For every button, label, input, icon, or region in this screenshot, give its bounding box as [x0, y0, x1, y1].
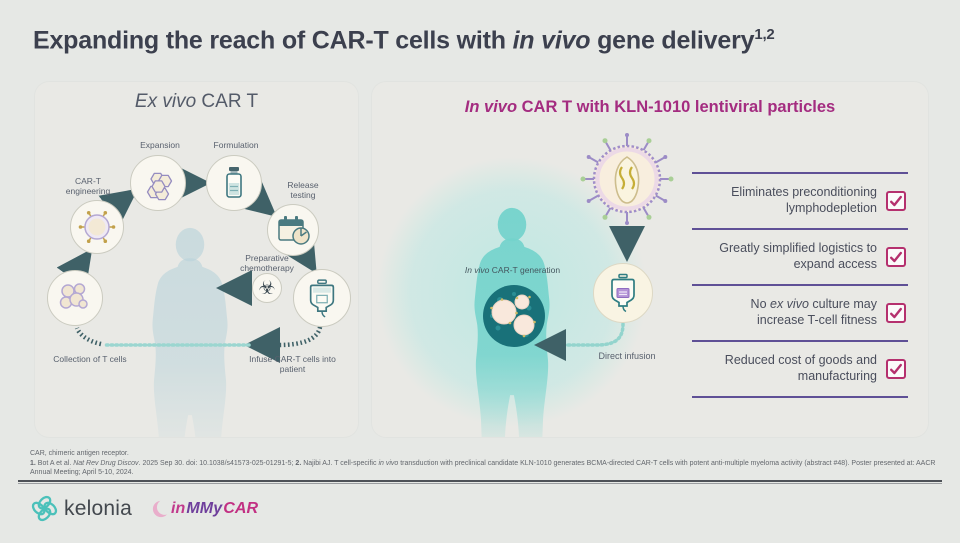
formulation-node: [206, 155, 262, 211]
label-expansion: Expansion: [140, 140, 180, 150]
expansion-node: [130, 155, 186, 211]
in-vivo-title: In vivo CAR T with KLN-1010 lentiviral p…: [464, 98, 836, 116]
references: 1. Bot A et al. Nat Rev Drug Discov. 202…: [30, 459, 936, 477]
expanding-cells-icon: [146, 172, 173, 201]
kelonia-logo-text: kelonia: [64, 496, 132, 520]
inmmycar-logo: in MMy CAR: [152, 496, 258, 522]
label-preparative-chemotherapy: Preparative chemotherapy: [240, 253, 294, 274]
t-cells-cluster-icon: [59, 283, 88, 309]
checklist-item-text: Greatly simplified logistics to expand a…: [719, 241, 877, 271]
flow-arrows: [56, 165, 323, 363]
label-infuse-car-t-cells: Infuse CAR-T cells into patient: [249, 354, 336, 375]
checked-checkbox-icon: [886, 247, 906, 267]
footnote: CAR, chimeric antigen receptor. 1. Bot A…: [30, 449, 942, 478]
release-testing-node: [267, 204, 319, 256]
lentiviral-particle-icon: [580, 133, 674, 225]
label-collection-of-t-cells: Collection of T cells: [53, 354, 127, 364]
checklist-item-text: Eliminates preconditioning lymphodepleti…: [731, 185, 877, 215]
label-release-testing: Release testing: [287, 180, 319, 201]
ex-vivo-title: Ex vivo CAR T: [134, 91, 259, 112]
car-t-generation-site-icon: [483, 285, 545, 347]
label-in-vivo-generation: In vivo CAR-T generation: [464, 265, 561, 275]
engineered-cell-icon: [78, 211, 116, 243]
crescent-icon: [152, 499, 170, 517]
iv-bag-icon: [611, 273, 635, 313]
car-t-engineering-node: [70, 200, 124, 254]
label-car-t-engineering: CAR-T engineering: [65, 176, 111, 197]
footer-divider: [18, 480, 942, 484]
calendar-chart-icon: [278, 216, 310, 245]
ex-vivo-flow-art: [56, 165, 323, 437]
collected-cells-node: [47, 270, 103, 326]
checklist-item: Eliminates preconditioning lymphodepleti…: [692, 172, 908, 228]
checked-checkbox-icon: [886, 359, 906, 379]
kelonia-knot-icon: [31, 495, 58, 522]
infusion-bag-node: [293, 269, 351, 327]
footer-logos: kelonia in MMy CAR: [31, 495, 258, 522]
in-vivo-panel: In vivo CAR T with KLN-1010 lentiviral p…: [372, 82, 928, 437]
benefits-checklist: Eliminates preconditioning lymphodepleti…: [692, 172, 908, 398]
kelonia-logo: kelonia: [31, 495, 132, 522]
checklist-item: No ex vivo culture may increase T-cell f…: [692, 284, 908, 340]
inmmycar-logo-text: in: [170, 499, 186, 517]
label-formulation: Formulation: [213, 140, 259, 150]
title-superscript: 1,2: [754, 26, 775, 43]
checklist-divider: [692, 396, 908, 398]
in-vivo-art: [377, 157, 647, 437]
preparative-chemo-node: ☣: [252, 273, 282, 303]
page-title: Expanding the reach of CAR-T cells with …: [33, 26, 775, 55]
ex-vivo-panel: Ex vivo CAR T: [35, 82, 358, 437]
checked-checkbox-icon: [886, 303, 906, 323]
checklist-item-text: Reduced cost of goods and manufacturing: [724, 353, 877, 383]
checklist-item: Reduced cost of goods and manufacturing: [692, 340, 908, 396]
vial-icon: [226, 167, 242, 198]
infusion-tube-line: [552, 322, 625, 347]
iv-bag-icon: [309, 279, 335, 318]
abbreviation-note: CAR, chimeric antigen receptor.: [30, 450, 129, 457]
patient-silhouette: [152, 227, 228, 437]
checklist-item-text: No ex vivo culture may increase T-cell f…: [750, 297, 877, 327]
checklist-item: Greatly simplified logistics to expand a…: [692, 228, 908, 284]
infusion-bag-node: [593, 263, 653, 323]
checked-checkbox-icon: [886, 191, 906, 211]
biohazard-icon: ☣: [258, 277, 276, 299]
label-direct-infusion: Direct infusion: [598, 351, 656, 361]
